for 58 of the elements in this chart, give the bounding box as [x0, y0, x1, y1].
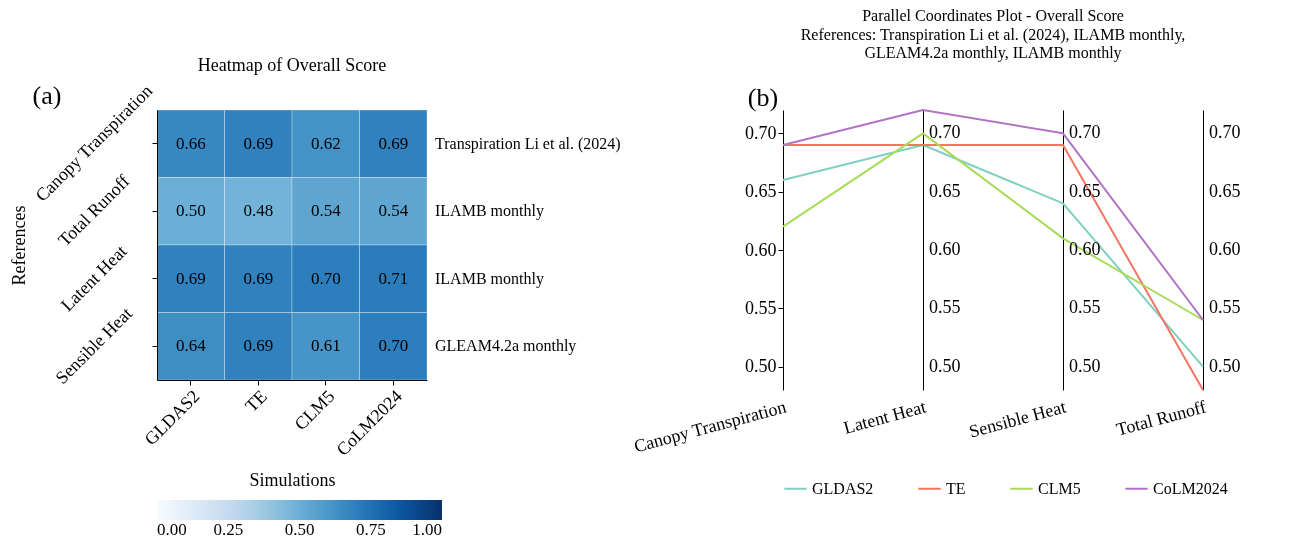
data-label: 0.70	[310, 268, 341, 288]
data-label: 0.64	[175, 336, 207, 356]
text: 0.65	[745, 181, 777, 202]
y2-tick-label: ILAMB monthly	[435, 269, 544, 288]
legend-label: TE	[946, 479, 966, 497]
annotation: (b)	[747, 83, 779, 112]
data-label: 0.54	[378, 201, 409, 221]
data-label: 0.62	[310, 133, 341, 153]
y2-tick-label: ILAMB monthly	[435, 202, 544, 221]
data-label: 0.70	[378, 336, 409, 356]
y-tick-label: 0.55	[929, 297, 961, 318]
text: 0.70	[1209, 122, 1241, 143]
y-axis-title: References	[8, 205, 29, 286]
y-tick-label: 0.60	[929, 239, 961, 259]
legend-label: GLDAS2	[812, 479, 874, 497]
y2-tick-label: Transpiration Li et al. (2024)	[435, 134, 621, 153]
legend-label: CLM5	[1038, 479, 1081, 497]
color-bar-label: 0.25	[213, 520, 244, 538]
data-label: 0.69	[243, 133, 274, 153]
color-bar-label: 1.00	[412, 520, 442, 538]
data-label: 0.66	[175, 133, 206, 153]
x-axis-title: Simulations	[249, 469, 336, 490]
data-label: 0.69	[175, 268, 206, 288]
y-tick-label: 0.50	[929, 355, 961, 376]
x-tick-label: Latent Heat	[841, 396, 929, 438]
data-label: 0.48	[243, 201, 274, 221]
chart-title: Parallel Coordinates Plot - Overall Score	[862, 7, 1124, 24]
text: 0.60	[1209, 239, 1241, 259]
text: 0.70	[1069, 122, 1101, 143]
color-bar-label: 0.00	[157, 520, 187, 538]
chart-title: Heatmap of Overall Score	[197, 55, 387, 76]
y-tick-label: 0.65	[929, 180, 961, 201]
text: 0.55	[1069, 297, 1101, 318]
legend-label: CoLM2024	[1153, 479, 1228, 497]
data-label: 0.69	[243, 336, 274, 356]
text: 0.50	[1209, 355, 1241, 376]
text: 0.55	[745, 297, 777, 318]
text: 0.55	[1209, 297, 1241, 318]
data-label: 0.61	[310, 336, 341, 356]
x-tick-label: TE	[241, 386, 271, 416]
x-tick-label: Total Runoff	[1114, 396, 1209, 440]
text: (a)	[32, 81, 62, 110]
y-tick-label: 0.70	[929, 122, 961, 143]
data-label: 0.54	[310, 201, 342, 221]
text: 0.65	[1209, 180, 1241, 201]
data-label: 0.69	[378, 133, 409, 153]
y2-tick-label: GLEAM4.2a monthly	[435, 337, 577, 356]
text: 0.50	[745, 356, 777, 377]
chart-subtitle: References: Transpiration Li et al. (2024), ILAMB monthly, GLEAM4.2a monthly, ILAMB monthly	[800, 26, 1186, 62]
data-label: 0.71	[378, 268, 409, 288]
color-bar-label: 0.75	[355, 520, 386, 538]
x-tick-label: Sensible Heat	[966, 396, 1069, 442]
text: 0.70	[745, 122, 777, 143]
text: 0.60	[745, 239, 777, 260]
data-label: 0.50	[175, 201, 206, 221]
text: 0.50	[1069, 355, 1101, 376]
color-bar-label: 0.50	[284, 520, 315, 538]
data-label: 0.69	[243, 268, 274, 288]
